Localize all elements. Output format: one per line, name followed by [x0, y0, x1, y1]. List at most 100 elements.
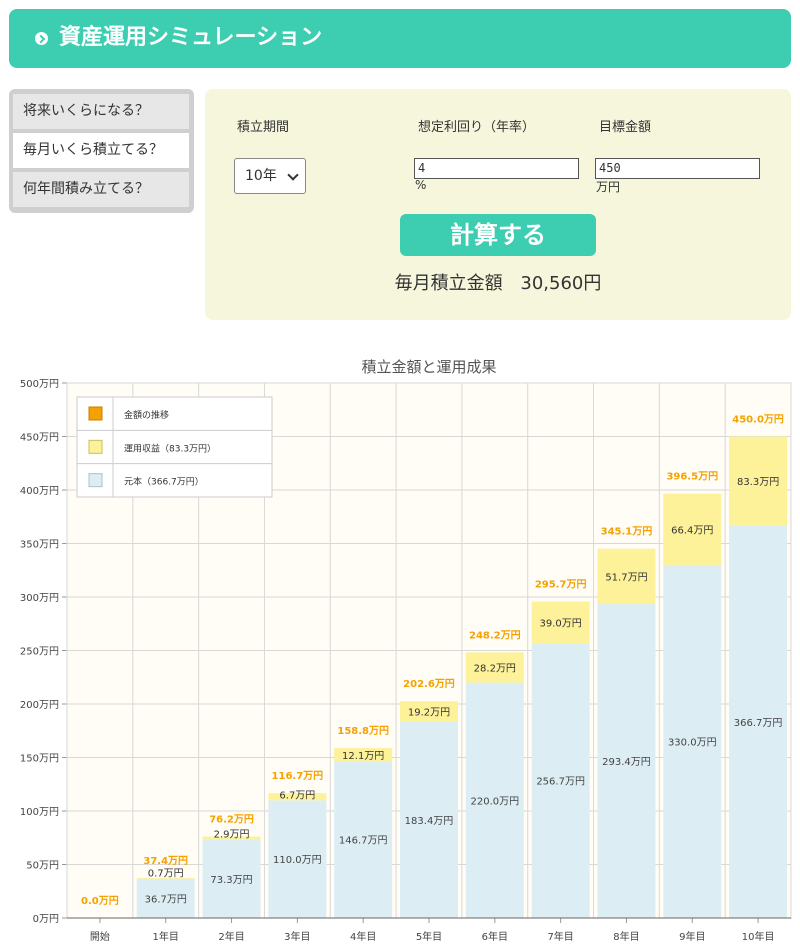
- rate-label: 想定利回り（年率）: [418, 120, 536, 135]
- accumulation-chart: 積立金額と運用成果 0万円 50万円 100万円 150万円 200万円 250万円 300万…: [20, 358, 792, 943]
- page-title: 資産運用シミュレーション: [59, 25, 323, 50]
- y-tick-label: 500万円: [20, 379, 59, 390]
- x-tick-label: 6年目: [482, 930, 508, 943]
- bar-principal: [531, 643, 590, 918]
- bar-gain-label: 2.9万円: [214, 830, 250, 841]
- bar-gain-label: 51.7万円: [605, 572, 647, 583]
- bar-principal-label: 256.7万円: [536, 777, 585, 788]
- bar-gain: [729, 436, 788, 526]
- bar-gain: [202, 836, 261, 840]
- app-header: 資産運用シミュレーション: [9, 9, 791, 68]
- bar-principal: [400, 721, 458, 918]
- total-label: 248.2万円: [469, 629, 521, 641]
- bar-principal-label: 366.7万円: [734, 718, 783, 729]
- x-tick-label: 4年目: [350, 930, 376, 943]
- mode-tabs: 将来いくらになる？ 毎月いくら積立てる？ 何年間積み立てる？: [9, 89, 194, 213]
- bar-gain-label: 6.7万円: [279, 790, 315, 801]
- y-tick-label: 250万円: [20, 647, 59, 658]
- x-tick-label: 1年目: [153, 930, 179, 943]
- y-tick-label: 450万円: [20, 433, 59, 444]
- target-label: 目標金額: [599, 120, 652, 135]
- bar-principal: [465, 682, 524, 918]
- total-label: 396.5万円: [666, 471, 718, 483]
- total-label: 295.7万円: [535, 579, 587, 591]
- tab-years[interactable]: 何年間積み立てる？: [13, 172, 189, 207]
- y-tick-label: 0万円: [33, 914, 59, 925]
- total-label: 76.2万円: [209, 813, 254, 825]
- bar-principal-label: 73.3万円: [210, 875, 252, 886]
- bar-gain-label: 19.2万円: [408, 707, 450, 718]
- input-panel: 積立期間 想定利回り（年率） 目標金額 10年 4 % 450 万円 計算する …: [205, 89, 791, 320]
- rate-input[interactable]: 4: [414, 158, 579, 179]
- total-label: 37.4万円: [143, 855, 188, 867]
- legend-swatch: [88, 439, 103, 454]
- bar-gain: [465, 652, 524, 683]
- bar-gain: [597, 548, 656, 605]
- total-label: 0.0万円: [81, 895, 119, 907]
- bar-gain-label: 83.3万円: [737, 477, 779, 488]
- bar-principal: [268, 800, 327, 918]
- y-tick-label: 350万円: [20, 540, 59, 551]
- x-tick-label: 開始: [90, 930, 110, 943]
- bar-gain: [663, 493, 722, 565]
- bar-principal-label: 36.7万円: [145, 894, 187, 905]
- bar-principal: [663, 564, 722, 918]
- bar-gain-label: 39.0万円: [540, 618, 582, 629]
- bar-principal-label: 183.4万円: [405, 816, 454, 827]
- result-label: 毎月積立金額: [394, 273, 503, 294]
- chevron-down-icon: [287, 169, 299, 181]
- y-tick-label: 300万円: [20, 593, 59, 604]
- legend-label: 金額の推移: [124, 409, 169, 421]
- x-tick-label: 5年目: [416, 930, 442, 943]
- bar-gain: [531, 601, 590, 644]
- bar-principal-label: 110.0万円: [273, 855, 322, 866]
- tab-monthly-amount[interactable]: 毎月いくら積立てる？: [13, 133, 189, 168]
- bar-principal: [136, 878, 195, 918]
- chart-title: 積立金額と運用成果: [361, 358, 496, 376]
- y-tick-label: 200万円: [20, 700, 59, 711]
- target-input[interactable]: 450: [595, 158, 760, 179]
- y-tick-label: 100万円: [20, 807, 59, 818]
- legend-box: [76, 396, 273, 498]
- bar-gain-label: 66.4万円: [671, 525, 713, 536]
- x-tick-label: 8年目: [613, 930, 639, 943]
- x-tick-label: 9年目: [679, 930, 705, 943]
- bar-gain: [400, 701, 458, 722]
- x-tick-label: 2年目: [218, 930, 244, 943]
- bar-gain-label: 12.1万円: [342, 751, 384, 762]
- total-label: 345.1万円: [601, 526, 653, 538]
- period-select-value: 10年: [245, 168, 277, 184]
- legend-label: 元本（366.7万円）: [124, 476, 204, 488]
- bar-gain: [334, 748, 393, 762]
- tab-future-value[interactable]: 将来いくらになる？: [13, 94, 189, 129]
- bar-principal: [334, 761, 393, 918]
- rate-unit: %: [415, 178, 427, 192]
- y-tick-label: 50万円: [26, 861, 59, 872]
- bar-gain: [268, 793, 327, 801]
- total-label: 450.0万円: [732, 414, 784, 426]
- total-label: 158.8万円: [337, 725, 389, 737]
- x-tick-label: 3年目: [284, 930, 310, 943]
- legend-swatch: [88, 406, 103, 421]
- total-label: 202.6万円: [403, 678, 455, 690]
- total-label: 116.7万円: [272, 770, 324, 782]
- legend-swatch: [88, 473, 103, 488]
- target-unit: 万円: [596, 180, 621, 194]
- bar-principal-label: 146.7万円: [339, 836, 388, 847]
- result-value: 30,560円: [520, 273, 602, 294]
- bar-principal: [597, 604, 656, 918]
- bar-principal: [729, 525, 788, 918]
- calculate-button[interactable]: 計算する: [400, 214, 596, 256]
- chevron-right-icon: [35, 32, 48, 45]
- result-line: 毎月積立金額 30,560円: [205, 269, 791, 295]
- bar-gain-label: 0.7万円: [148, 869, 184, 880]
- legend-label: 運用収益（83.3万円）: [124, 442, 216, 454]
- period-select[interactable]: 10年: [234, 158, 306, 194]
- bar-gain-label: 28.2万円: [474, 664, 516, 675]
- x-tick-label: 7年目: [547, 930, 573, 943]
- x-tick-label: 10年目: [742, 930, 775, 943]
- bar-principal: [202, 839, 261, 918]
- period-label: 積立期間: [237, 120, 290, 135]
- y-tick-label: 400万円: [20, 486, 59, 497]
- bar-principal-label: 220.0万円: [470, 796, 519, 807]
